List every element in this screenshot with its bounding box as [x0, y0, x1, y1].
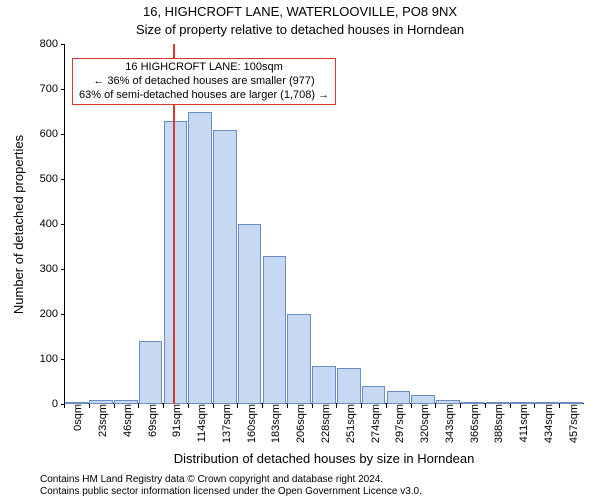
x-tick-mark — [336, 404, 337, 408]
annotation-line1: 16 HIGHCROFT LANE: 100sqm — [79, 61, 329, 75]
x-tick: 0sqm — [68, 404, 84, 431]
x-tick-mark — [435, 404, 436, 408]
annotation-line3: 63% of semi-detached houses are larger (… — [79, 89, 329, 103]
x-tick: 160sqm — [242, 404, 258, 443]
x-tick-mark — [386, 404, 387, 408]
bar — [188, 112, 212, 405]
x-tick: 69sqm — [143, 404, 159, 437]
annotation-box: 16 HIGHCROFT LANE: 100sqm ← 36% of detac… — [72, 58, 336, 105]
x-tick-mark — [237, 404, 238, 408]
x-tick: 137sqm — [217, 404, 233, 443]
footer: Contains HM Land Registry data © Crown c… — [40, 474, 590, 498]
x-tick: 434sqm — [539, 404, 555, 443]
x-tick: 183sqm — [266, 404, 282, 443]
x-tick: 366sqm — [465, 404, 481, 443]
x-tick-mark — [559, 404, 560, 408]
footer-line1: Contains HM Land Registry data © Crown c… — [40, 474, 590, 486]
x-tick-mark — [138, 404, 139, 408]
x-tick: 411sqm — [514, 404, 530, 442]
x-tick-mark — [114, 404, 115, 408]
footer-line2: Contains public sector information licen… — [40, 486, 590, 498]
annotation-line2: ← 36% of detached houses are smaller (97… — [79, 75, 329, 89]
bar — [337, 368, 361, 404]
y-axis-label: Number of detached properties — [12, 44, 26, 404]
x-tick: 114sqm — [192, 404, 208, 442]
bar — [362, 386, 386, 404]
x-tick: 46sqm — [118, 404, 134, 437]
y-tick: 200 — [40, 308, 64, 320]
y-tick: 0 — [52, 398, 64, 410]
bar — [238, 224, 262, 404]
x-tick: 343sqm — [440, 404, 456, 443]
x-tick-mark — [485, 404, 486, 408]
bar — [312, 366, 336, 404]
y-tick: 300 — [40, 263, 64, 275]
x-tick-mark — [312, 404, 313, 408]
bar — [263, 256, 287, 405]
y-tick: 400 — [40, 218, 64, 230]
x-tick: 206sqm — [291, 404, 307, 443]
chart-title-line2: Size of property relative to detached ho… — [0, 22, 600, 37]
y-tick: 800 — [40, 38, 64, 50]
x-axis-label: Distribution of detached houses by size … — [64, 451, 584, 466]
x-tick-mark — [188, 404, 189, 408]
x-tick-mark — [89, 404, 90, 408]
bar — [213, 130, 237, 405]
x-tick: 274sqm — [366, 404, 382, 443]
x-tick-mark — [213, 404, 214, 408]
bar — [287, 314, 311, 404]
x-tick: 23sqm — [93, 404, 109, 437]
x-tick: 457sqm — [564, 404, 580, 443]
x-tick-mark — [411, 404, 412, 408]
bar — [411, 395, 435, 404]
y-tick: 600 — [40, 128, 64, 140]
y-tick: 500 — [40, 173, 64, 185]
bar — [164, 121, 188, 405]
x-tick-mark — [510, 404, 511, 408]
x-tick-mark — [64, 404, 65, 408]
chart-title-line1: 16, HIGHCROFT LANE, WATERLOOVILLE, PO8 9… — [0, 4, 600, 19]
y-tick: 700 — [40, 83, 64, 95]
chart-container: 16, HIGHCROFT LANE, WATERLOOVILLE, PO8 9… — [0, 0, 600, 500]
x-tick: 91sqm — [167, 404, 183, 437]
x-tick: 388sqm — [489, 404, 505, 443]
x-tick: 251sqm — [341, 404, 357, 443]
y-tick: 100 — [40, 353, 64, 365]
x-tick: 228sqm — [316, 404, 332, 443]
x-tick: 297sqm — [390, 404, 406, 443]
x-tick-mark — [460, 404, 461, 408]
x-tick-mark — [287, 404, 288, 408]
x-tick-mark — [361, 404, 362, 408]
x-tick-mark — [534, 404, 535, 408]
x-tick-mark — [262, 404, 263, 408]
bar — [387, 391, 411, 405]
x-tick-mark — [163, 404, 164, 408]
bar — [139, 341, 163, 404]
x-tick: 320sqm — [415, 404, 431, 443]
